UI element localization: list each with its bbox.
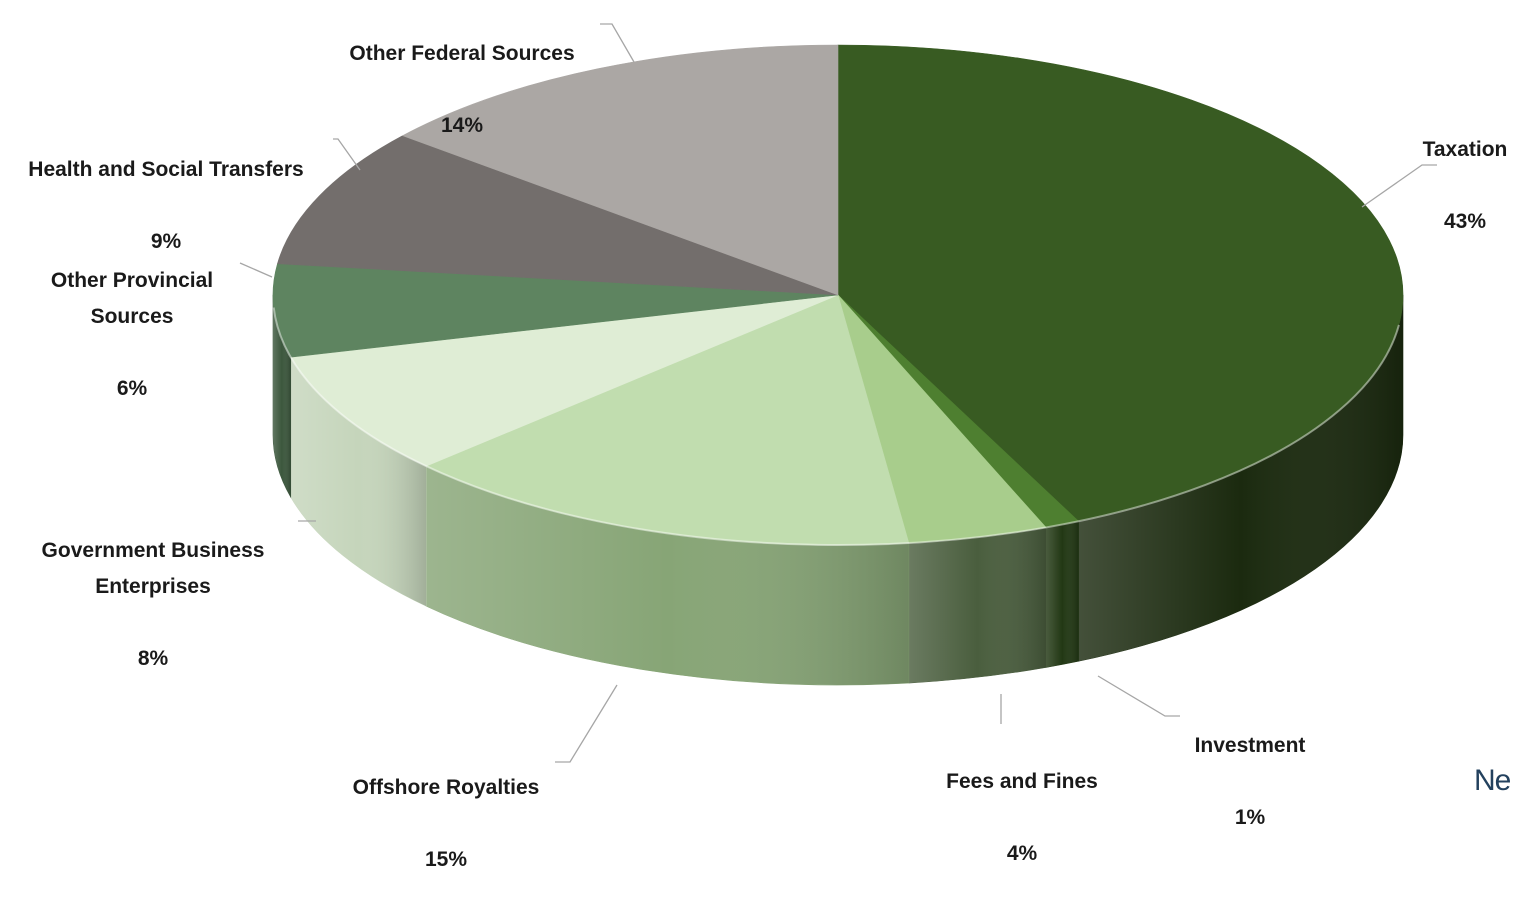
brand-logo-text: Ne <box>1474 764 1511 797</box>
leader-line-other-federal-sources <box>600 23 635 63</box>
slice-label-government-business-enterprises: Government Business Enterprises 8% <box>41 539 265 670</box>
slice-top-government-business-enterprises <box>290 294 839 467</box>
slice-top-health-and-social-transfers <box>277 135 839 296</box>
slice-top-other-federal-sources <box>401 44 839 296</box>
slice-side-shade-taxation <box>1078 295 1403 662</box>
slice-top-other-provincial-sources <box>272 263 839 358</box>
slice-label-fees-and-fines: Fees and Fines 4% <box>946 770 1098 865</box>
leader-line-offshore-royalties <box>555 684 618 763</box>
leader-line-taxation <box>1361 164 1437 208</box>
slice-side-shade-investment <box>1045 521 1079 668</box>
leader-line-other-provincial-sources <box>239 262 273 278</box>
leader-line-investment <box>1097 675 1180 717</box>
leader-line-health-and-social-transfers <box>333 138 361 171</box>
slice-top-taxation <box>837 44 1404 522</box>
slice-side-shade-fees-and-fines <box>908 527 1046 684</box>
pie-chart: Taxation 43% Investment 1% Fees and Fine… <box>28 23 1511 871</box>
slice-label-other-federal-sources: Other Federal Sources 14% <box>349 42 575 137</box>
slice-side-shade-offshore-royalties <box>426 466 909 685</box>
slice-side-shade-government-business-enterprises <box>290 357 427 607</box>
pie-rim-highlight <box>272 307 1400 546</box>
slice-top-offshore-royalties <box>425 294 910 546</box>
slice-label-offshore-royalties: Offshore Royalties 15% <box>352 776 540 871</box>
slice-label-investment: Investment 1% <box>1194 734 1306 829</box>
slice-label-other-provincial-sources: Other Provincial Sources 6% <box>50 269 214 400</box>
slice-label-health-and-social-transfers: Health and Social Transfers 9% <box>28 158 304 253</box>
slice-label-taxation: Taxation 43% <box>1422 138 1508 233</box>
slice-side-shade-other-provincial-sources <box>273 295 291 498</box>
pie-chart-plot <box>239 23 1437 763</box>
